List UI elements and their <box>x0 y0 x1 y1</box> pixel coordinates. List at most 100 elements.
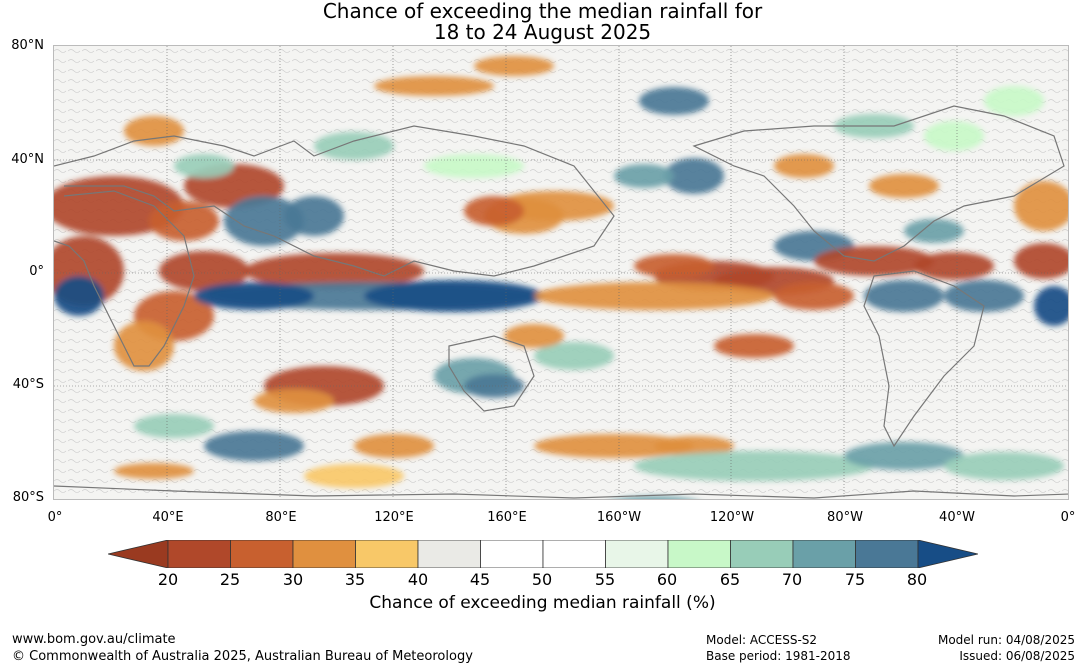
colorbar-segment <box>792 540 856 568</box>
coastline <box>448 335 535 412</box>
colorbar-tick: 40 <box>407 570 429 589</box>
colorbar-tick: 65 <box>719 570 741 589</box>
colorbar-tick: 75 <box>844 570 866 589</box>
footer-base-period: Base period: 1981-2018 <box>706 649 851 663</box>
colorbar-segment <box>417 540 481 568</box>
rainfall-anomaly-area <box>124 116 184 146</box>
rainfall-anomaly-area <box>304 464 404 488</box>
rainfall-anomaly-area <box>54 276 104 316</box>
rainfall-map <box>53 45 1069 500</box>
colorbar-tick: 30 <box>282 570 304 589</box>
rainfall-anomaly-area <box>1014 181 1068 231</box>
colorbar-tick: 35 <box>344 570 366 589</box>
colorbar-extend-low <box>108 540 169 568</box>
rainfall-anomaly-area <box>244 253 424 289</box>
lon-label-40e: 40°E <box>152 510 184 525</box>
colorbar-segment <box>480 540 544 568</box>
lon-label-160w: 160°W <box>596 510 642 525</box>
colorbar-segment <box>855 540 919 568</box>
rainfall-anomaly-area <box>944 452 1064 480</box>
colorbar-segment <box>667 540 731 568</box>
rainfall-map-graphic <box>54 46 1068 499</box>
rainfall-anomaly-area <box>639 87 709 115</box>
lat-label-40s: 40°S <box>12 377 44 392</box>
rainfall-anomaly-area <box>194 282 314 310</box>
rainfall-anomaly-area <box>464 374 524 398</box>
colorbar-tick: 60 <box>656 570 678 589</box>
rainfall-anomaly-area <box>774 154 834 178</box>
rainfall-anomaly-area <box>159 251 249 291</box>
rainfall-anomaly-area <box>534 342 614 370</box>
rainfall-anomaly-area <box>174 154 234 178</box>
rainfall-anomaly-area <box>618 496 690 499</box>
rainfall-anomaly-area <box>374 76 494 96</box>
rainfall-anomaly-area <box>534 282 774 310</box>
footer-issued: Issued: 06/08/2025 <box>959 649 1075 663</box>
rainfall-anomaly-area <box>634 451 874 481</box>
colorbar-segment <box>355 540 419 568</box>
lat-label-0: 0° <box>29 264 44 279</box>
rainfall-anomaly-area <box>774 282 854 310</box>
lon-label-160e: 160°E <box>487 510 527 525</box>
lon-label-0-end: 0° <box>1060 510 1076 525</box>
rainfall-anomaly-area <box>634 254 714 278</box>
lon-label-0: 0° <box>47 510 63 525</box>
colorbar-segment <box>292 540 356 568</box>
coastline <box>54 125 615 277</box>
rainfall-anomaly-area <box>314 132 394 160</box>
coastline <box>692 105 1065 262</box>
lat-label-40n: 40°N <box>11 152 44 167</box>
footer-model-run: Model run: 04/08/2025 <box>937 633 1075 647</box>
rainfall-anomaly-area <box>614 164 674 188</box>
rainfall-anomaly-area <box>714 334 794 358</box>
colorbar-tick: 55 <box>594 570 616 589</box>
map-title-line1: Chance of exceeding the median rainfall … <box>322 0 763 23</box>
colorbar-title: Chance of exceeding median rainfall (%) <box>369 593 716 613</box>
map-title-line2: 18 to 24 August 2025 <box>433 20 652 44</box>
rainfall-anomaly-area <box>904 219 964 243</box>
rainfall-anomaly-area <box>844 442 964 470</box>
rainfall-anomaly-area <box>474 56 554 76</box>
lat-label-80s: 80°S <box>12 490 44 505</box>
rainfall-anomaly-area <box>494 191 614 221</box>
rainfall-anomaly-area <box>149 201 219 241</box>
rainfall-anomaly-area <box>664 158 724 194</box>
rainfall-anomaly-area <box>424 154 524 178</box>
footer-model: Model: ACCESS-S2 <box>706 633 818 647</box>
colorbar-segment <box>230 540 294 568</box>
rainfall-anomaly-area <box>924 121 984 151</box>
colorbar-tick: 70 <box>781 570 803 589</box>
colorbar-tick: 45 <box>469 570 491 589</box>
colorbar-segment <box>730 540 794 568</box>
rainfall-anomaly-area <box>224 196 304 246</box>
coastline <box>863 270 985 448</box>
rainfall-anomaly-area <box>864 280 944 312</box>
colorbar-tick: 80 <box>906 570 928 589</box>
lon-label-80w: 80°W <box>827 510 863 525</box>
rainfall-anomaly-area <box>354 434 434 458</box>
colorbar <box>108 540 978 568</box>
lon-label-120e: 120°E <box>374 510 414 525</box>
rainfall-anomaly-area <box>364 280 544 312</box>
colorbar-extend-high <box>917 540 978 568</box>
colorbar-tick: 20 <box>157 570 179 589</box>
colorbar-segment <box>605 540 669 568</box>
rainfall-anomaly-area <box>1034 286 1068 326</box>
rainfall-anomaly-area <box>284 196 344 236</box>
lon-label-120w: 120°W <box>709 510 755 525</box>
lon-label-80e: 80°E <box>265 510 297 525</box>
footer-website: www.bom.gov.au/climate <box>12 632 176 647</box>
colorbar-segment <box>542 540 606 568</box>
footer-copyright: © Commonwealth of Australia 2025, Austra… <box>12 649 473 664</box>
rainfall-anomaly-area <box>984 86 1044 116</box>
rainfall-anomaly-area <box>654 436 734 456</box>
rainfall-anomaly-area <box>464 196 524 226</box>
rainfall-anomaly-area <box>204 431 304 461</box>
rainfall-anomaly-area <box>944 280 1024 312</box>
rainfall-anomaly-area <box>504 324 564 348</box>
colorbar-tick: 25 <box>219 570 241 589</box>
rainfall-anomaly-area <box>114 463 194 479</box>
rainfall-anomaly-area <box>254 389 334 413</box>
rainfall-anomaly-area <box>1014 243 1068 279</box>
coastline <box>54 485 1068 499</box>
